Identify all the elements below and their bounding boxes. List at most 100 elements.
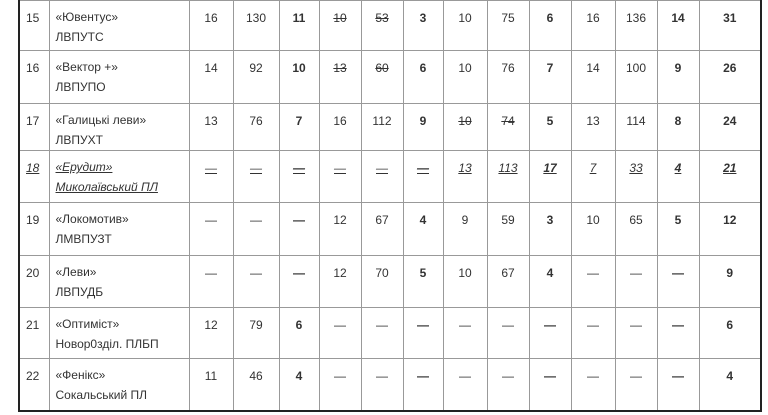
score: — [587,266,599,280]
score: 14 [671,11,685,25]
score-cell: — [232,255,280,308]
total: 21 [723,161,737,175]
score-cell: 13 [442,150,488,203]
score-cell: 5 [402,255,444,308]
score: 10 [458,11,472,25]
team-school: Миколаївський ПЛ [55,180,158,194]
team-name: «Оптиміст» [55,317,120,331]
score-cell: — [402,358,444,411]
score: — [334,161,346,175]
score: 5 [419,266,427,280]
score-cell: — [318,307,362,359]
score-cell: 3 [402,0,444,51]
team-school: Новоp0зділ. ПЛБП [55,337,159,351]
score: 74 [501,114,515,128]
score-cell: 6 [528,0,572,51]
score-cell: 7 [528,50,572,104]
rank-cell: 19 [18,202,50,256]
score-cell: — [402,307,444,359]
score-cell: 79 [232,307,280,359]
score-cell: 10 [442,255,488,308]
rank: 16 [26,61,40,75]
score-cell: 10 [278,50,320,104]
score: — [205,213,217,227]
score-cell: — [486,358,530,411]
score: — [544,318,556,332]
score: 10 [333,11,347,25]
score: 75 [501,11,515,25]
score: — [205,266,217,280]
team-cell: «Леви» ЛВПУДБ [48,255,190,308]
score: 10 [292,61,306,75]
score-cell: 4 [528,255,572,308]
total: 24 [723,114,737,128]
score: 11 [204,369,218,383]
score: — [672,318,684,332]
score: 6 [295,318,303,332]
score: 70 [375,266,389,280]
rank-cell: 18 [18,150,50,203]
team-name: «Галицькі леви» [55,113,147,127]
score-cell: 9 [656,50,700,104]
score: — [587,369,599,383]
score: 10 [458,266,472,280]
total-cell: 12 [698,202,762,256]
team-school: ЛВПУПО [55,80,106,94]
score: — [544,369,556,383]
score-cell: 14 [570,50,616,104]
score-cell: 6 [278,307,320,359]
score-cell: 13 [570,103,616,151]
rank: 15 [26,11,40,25]
score: — [459,369,471,383]
score: 5 [546,114,554,128]
score: 53 [375,11,389,25]
score: 13 [333,61,347,75]
score-cell: 8 [656,103,700,151]
score-cell: 5 [528,103,572,151]
score-cell: — [318,358,362,411]
score-cell: — [278,255,320,308]
score: — [587,318,599,332]
score-cell: 33 [614,150,658,203]
score: — [334,369,346,383]
total: 4 [726,369,734,383]
score: 33 [629,161,643,175]
score: 130 [245,11,267,25]
score: — [376,318,388,332]
rank-cell: 21 [18,307,50,359]
team-cell: «Фенікс» Сокальський ПЛ [48,358,190,411]
score-cell: 10 [442,0,488,51]
total: 9 [726,266,734,280]
score: — [376,369,388,383]
score: 4 [546,266,554,280]
table-row: 22 «Фенікс» Сокальський ПЛ 11 46 4 — — — — — — — — — 4 [18,358,762,411]
score-cell: — [614,307,658,359]
score-cell: 12 [318,255,362,308]
team-name: «Вектор +» [55,60,118,74]
score-cell: — [486,307,530,359]
total-cell: 4 [698,358,762,411]
score-cell: 46 [232,358,280,411]
team-name: «Леви» [55,265,97,279]
score: — [417,161,429,175]
score: 13 [204,114,218,128]
score-cell: 136 [614,0,658,51]
score: — [630,369,642,383]
score-cell: 65 [614,202,658,256]
score-cell: 11 [188,358,234,411]
score: 76 [249,114,263,128]
score-cell: 16 [318,103,362,151]
score-cell: 130 [232,0,280,51]
score-cell: — [232,202,280,256]
score-cell: — [232,150,280,203]
score-cell: 12 [188,307,234,359]
score-cell: 9 [402,103,444,151]
score: — [293,213,305,227]
score: 16 [204,11,218,25]
rank-cell: 22 [18,358,50,411]
score-cell: 59 [486,202,530,256]
table-row: 17 «Галицькі леви» ЛВПУХТ 13 76 7 16 112 9 10 74 5 1… [18,103,762,151]
score: 12 [333,266,347,280]
team-name: «Ерудит» [55,160,113,174]
